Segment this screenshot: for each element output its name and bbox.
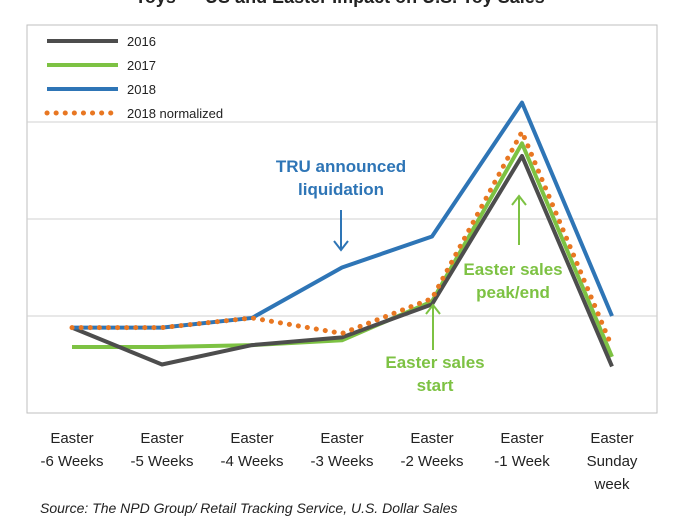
series-2018-normalized-line [69, 129, 615, 350]
x-tick-label: Easter -3 Weeks [310, 430, 373, 470]
series-2016-line [71, 153, 614, 368]
x-tick-label: Easter Sunday week [587, 430, 638, 493]
x-tick-label: Easter -1 Week [494, 430, 550, 470]
x-tick-label: Easter -2 Weeks [400, 430, 463, 470]
legend-2018-label: 2018 [127, 82, 156, 97]
x-tick-label: Easter -6 Weeks [40, 430, 103, 470]
line-chart: Easter -6 Weeks Easter -5 Weeks Easter -4 Wee… [26, 24, 658, 493]
series-2017-line [72, 141, 614, 358]
annotation-2-arrowhead [511, 194, 527, 206]
annotation-3-text: Easter sales start [385, 353, 484, 395]
legend-2017-label: 2017 [127, 58, 156, 73]
source-note: Source: The NPD Group/ Retail Tracking S… [40, 500, 458, 516]
annotation-3-arrowhead [425, 303, 441, 315]
legend-2016-label: 2016 [127, 34, 156, 49]
chart-title: Toys ¹·⁰ US and Easter Impact on U.S. To… [0, 0, 680, 8]
annotation-1-arrowhead [333, 240, 349, 252]
annotation-2-text: Easter sales peak/end [463, 260, 562, 302]
x-tick-label: Easter -5 Weeks [130, 430, 193, 470]
annotation-1-text: TRU announced liquidation [276, 157, 406, 199]
legend-2018-normalized-label: 2018 normalized [127, 106, 223, 121]
x-tick-label: Easter -4 Weeks [220, 430, 283, 470]
